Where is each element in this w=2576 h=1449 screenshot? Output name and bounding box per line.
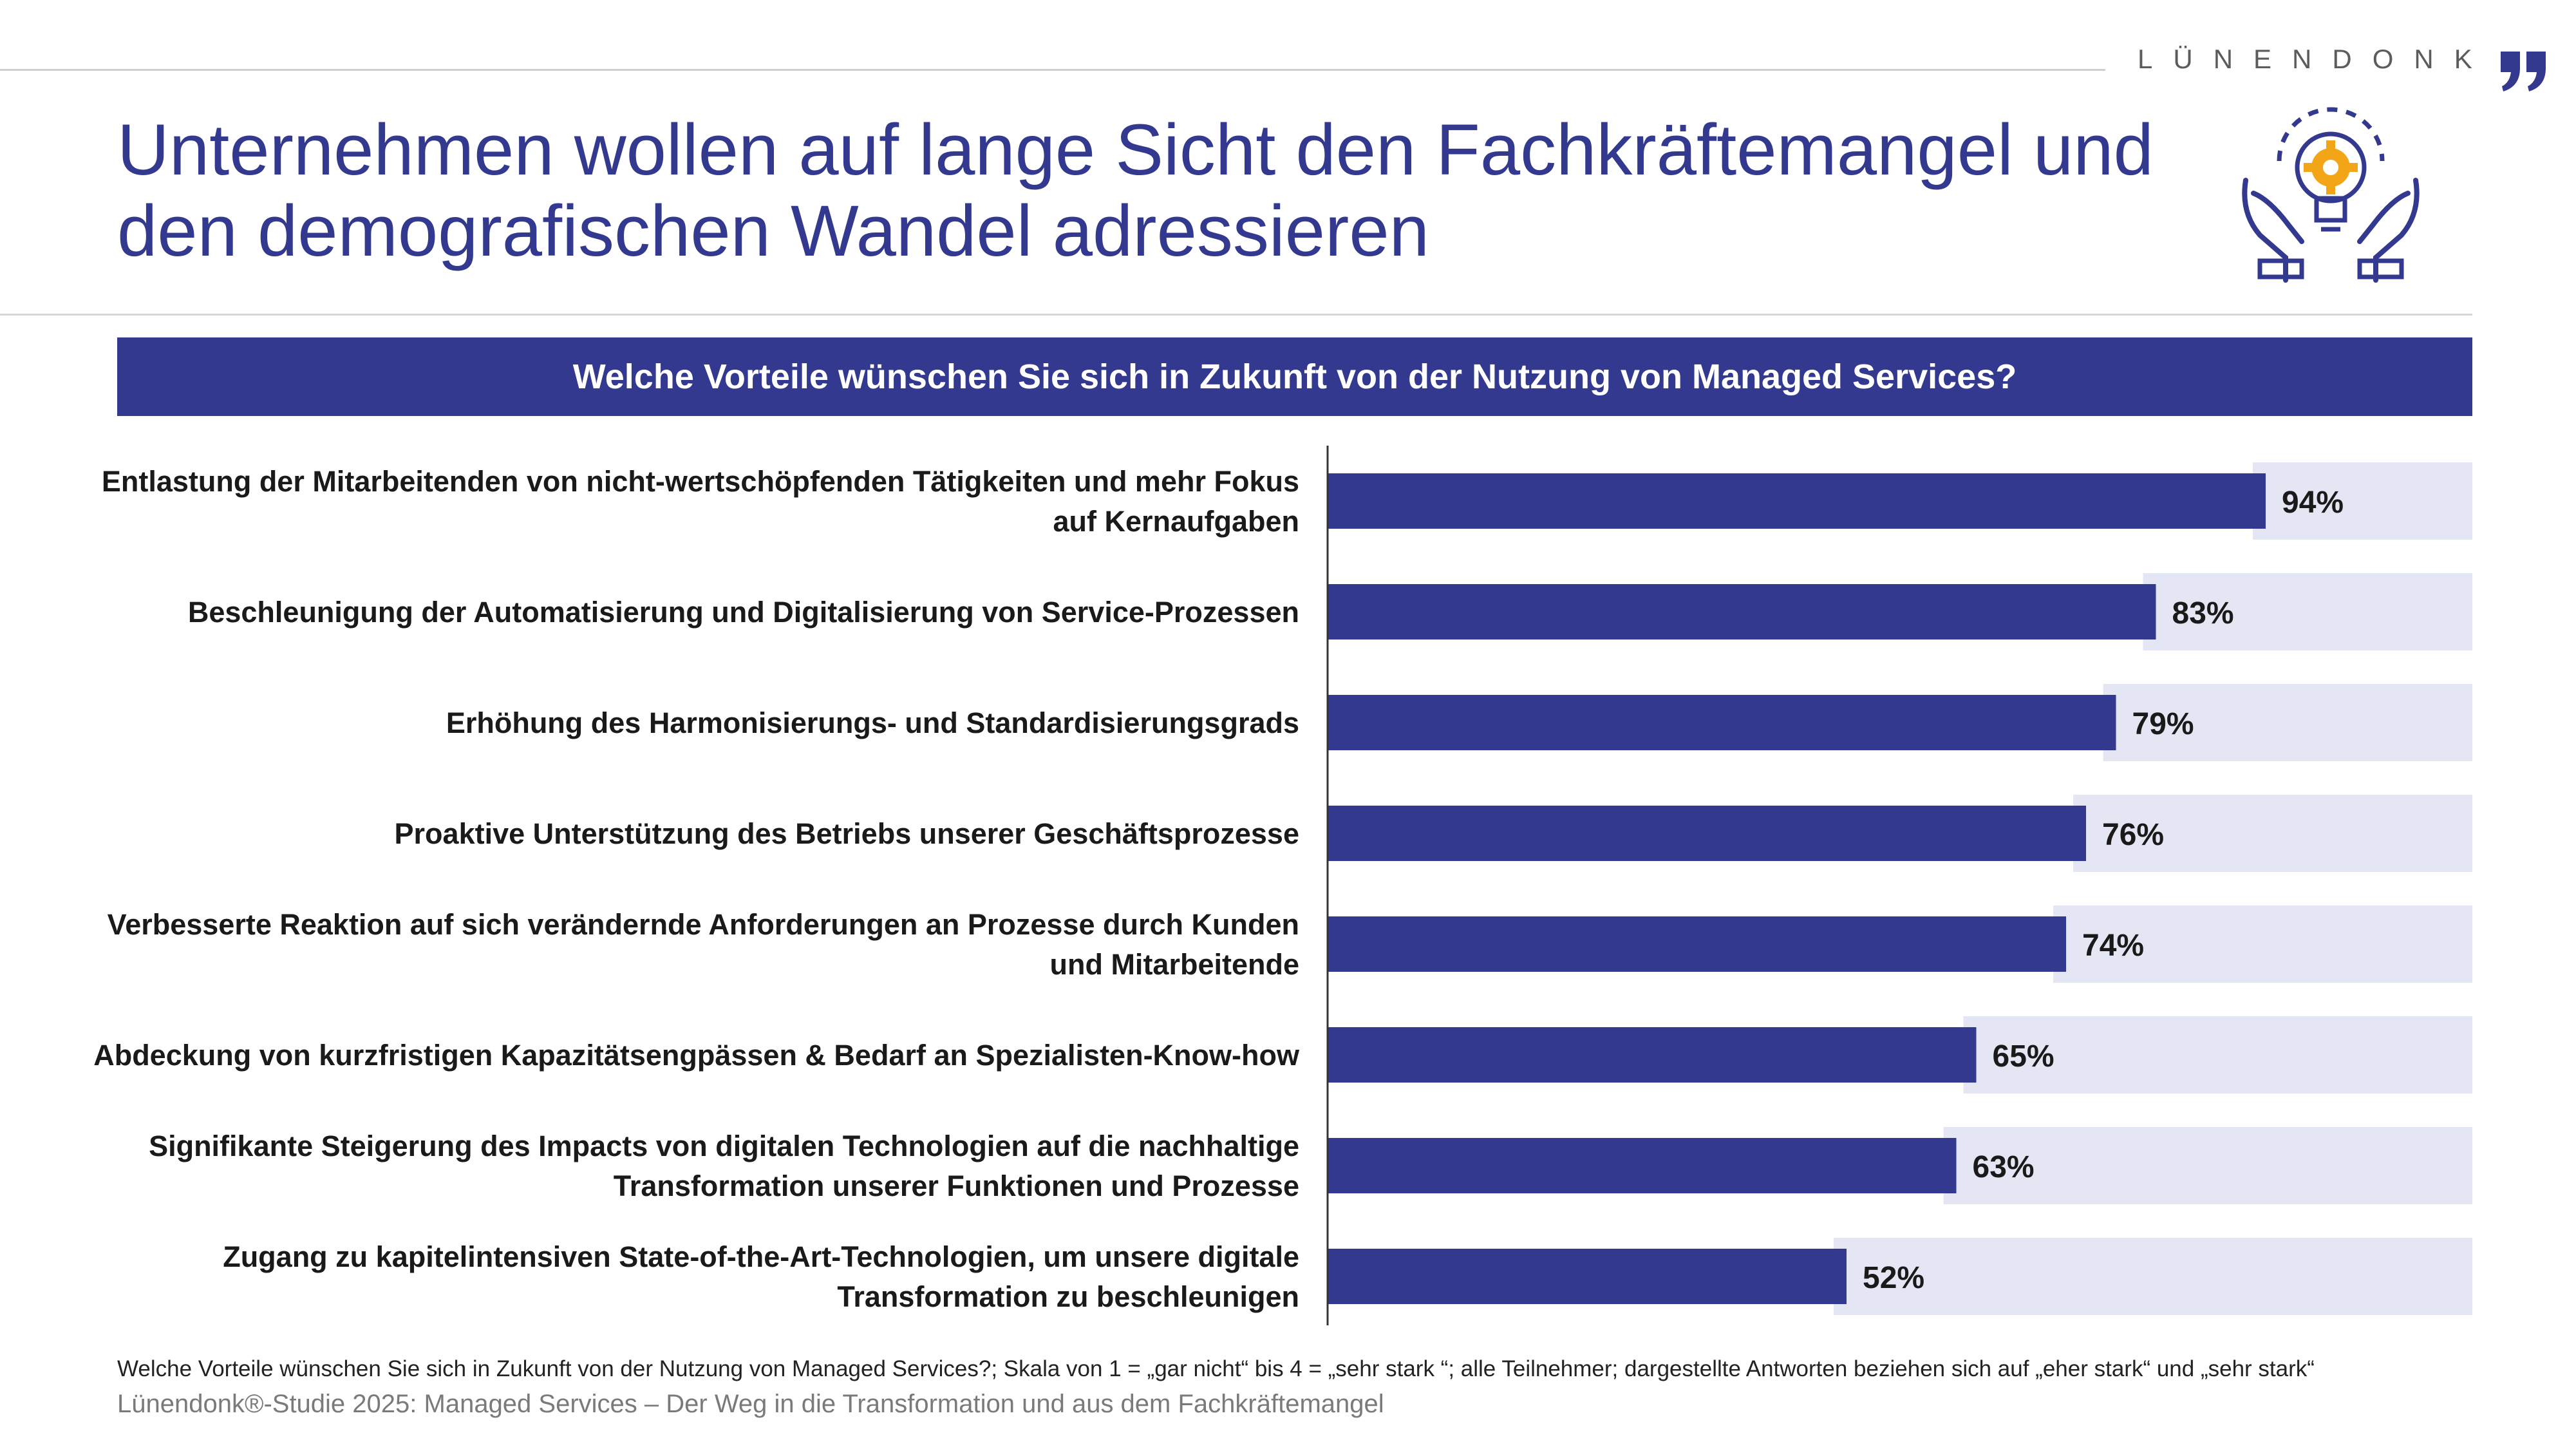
- category-label: Entlastung der Mitarbeitenden von nicht-…: [102, 465, 1299, 498]
- category-label: Verbesserte Reaktion auf sich verändernd…: [108, 908, 1299, 941]
- bar-background: [1963, 1016, 2472, 1094]
- category-label: Abdeckung von kurzfristigen Kapazitätsen…: [93, 1039, 1300, 1072]
- chart-question-banner: Welche Vorteile wünschen Sie sich in Zuk…: [117, 337, 2472, 416]
- bar: [1328, 1027, 1977, 1083]
- title-line-1: Unternehmen wollen auf lange Sicht den F…: [117, 109, 2154, 190]
- category-label: Signifikante Steigerung des Impacts von …: [149, 1130, 1299, 1162]
- bar: [1328, 916, 2066, 972]
- bar-value-label: 76%: [2102, 818, 2164, 852]
- category-label: auf Kernaufgaben: [1053, 505, 1299, 538]
- source-note: Lünendonk®-Studie 2025: Managed Services…: [117, 1390, 1384, 1418]
- title-line-2: den demografischen Wandel adressieren: [117, 191, 1429, 271]
- bar: [1328, 806, 2086, 861]
- category-label: Transformation zu beschleunigen: [837, 1280, 1299, 1313]
- bar-background: [2253, 462, 2472, 540]
- bar: [1328, 584, 2156, 639]
- bar-value-label: 65%: [1993, 1039, 2054, 1074]
- category-label: und Mitarbeitende: [1049, 948, 1299, 981]
- bar-background: [2143, 573, 2472, 650]
- bar: [1328, 695, 2116, 750]
- bar-background: [1834, 1238, 2472, 1315]
- bar-background: [1943, 1127, 2472, 1204]
- header-divider: [0, 314, 2472, 316]
- category-label: Erhöhung des Harmonisierungs- und Standa…: [446, 706, 1299, 739]
- bar-background: [2073, 795, 2472, 872]
- bar-value-label: 94%: [2282, 486, 2344, 520]
- page-title: Unternehmen wollen auf lange Sicht den F…: [117, 109, 2274, 272]
- quote-mark-icon: [2501, 52, 2546, 91]
- bar: [1328, 473, 2266, 529]
- bar-value-label: 83%: [2172, 596, 2234, 630]
- bar: [1328, 1138, 1957, 1193]
- bar-value-label: 52%: [1863, 1261, 1924, 1295]
- bar-background: [2053, 905, 2472, 983]
- category-label: Zugang zu kapitelintensiven State-of-the…: [223, 1240, 1299, 1273]
- bar-background: [2103, 684, 2472, 761]
- bar-value-label: 79%: [2132, 707, 2194, 741]
- hands-lightbulb-gear-icon: [2242, 107, 2420, 283]
- category-label: Proaktive Unterstützung des Betriebs uns…: [395, 817, 1299, 850]
- brand-name: LÜNENDONK: [2138, 44, 2493, 74]
- category-label: Beschleunigung der Automatisierung und D…: [188, 596, 1299, 629]
- category-label: Transformation unserer Funktionen und Pr…: [614, 1170, 1299, 1202]
- bar: [1328, 1249, 1847, 1304]
- bar-value-label: 74%: [2082, 929, 2144, 963]
- bar-value-label: 63%: [1973, 1150, 2035, 1184]
- top-divider: [0, 69, 2105, 71]
- footnote: Welche Vorteile wünschen Sie sich in Zuk…: [117, 1356, 2315, 1381]
